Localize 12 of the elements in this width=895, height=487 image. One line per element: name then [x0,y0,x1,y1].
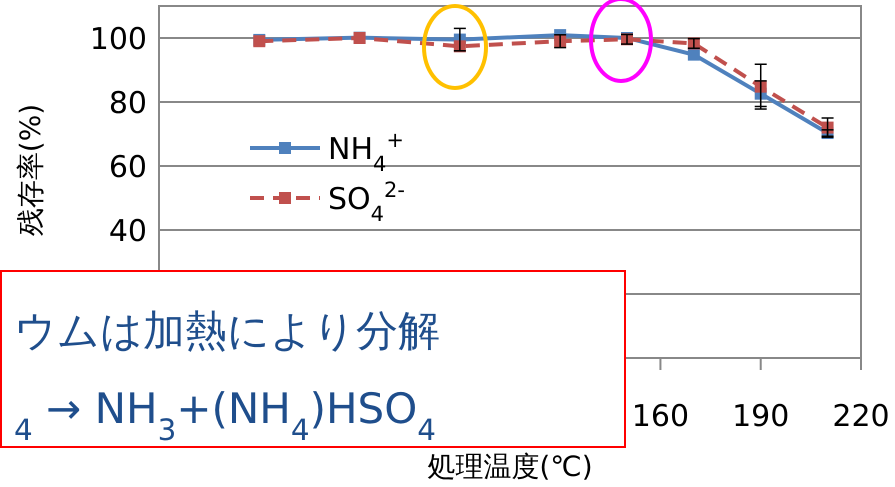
x-tick-label: 190 [732,399,790,434]
y-axis-title: 残存率(%) [14,104,47,236]
text: $_{4}$ → NH$_{3}$+(NH$_{4}$)HSO$_{4}$ [14,384,436,447]
y-tick-label: 60 [108,150,147,185]
y-tick-label: 40 [108,214,147,249]
x-tick-label: 160 [632,399,690,434]
annotation: ウムは加熱により分解 [14,306,440,355]
point [688,48,700,61]
x-axis-title: 処理温度(℃) [427,450,593,483]
y-tick-label: 80 [108,86,147,121]
y-tick-label: 100 [90,22,147,57]
x-tick-label: 220 [832,399,890,434]
